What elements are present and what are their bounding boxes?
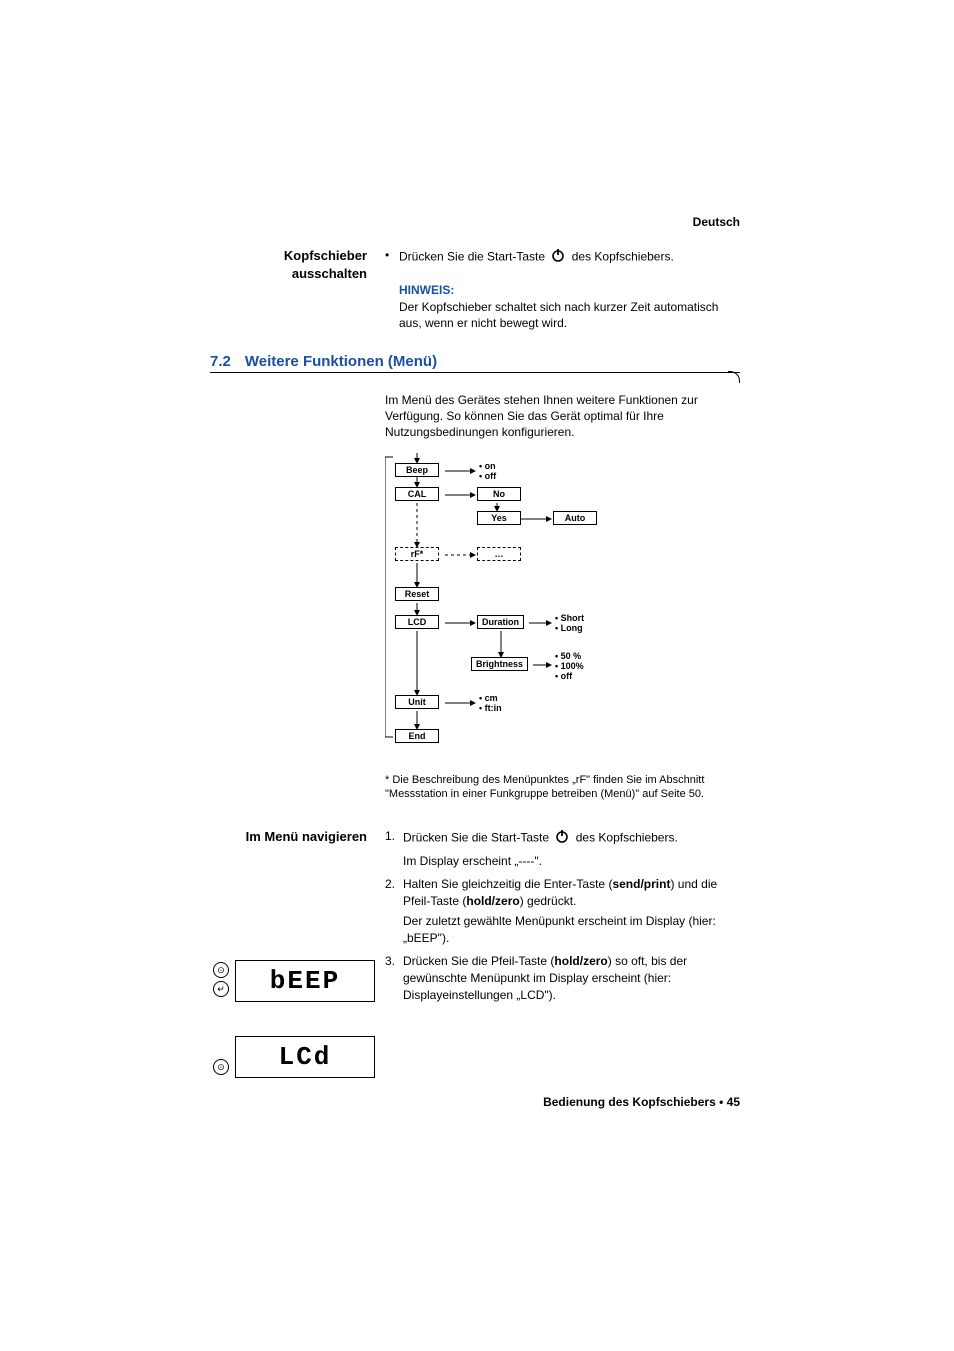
- section-number: 7.2: [210, 353, 231, 370]
- note-heading: HINWEIS:: [399, 282, 740, 299]
- bullet-icon: •: [385, 247, 399, 268]
- node-reset: Reset: [395, 587, 439, 601]
- diagram-footnote: * Die Beschreibung des Menüpunktes „rF" …: [385, 773, 715, 803]
- body-nav: 1. Drücken Sie die Start-Taste des Kopfs…: [385, 828, 740, 1009]
- page-footer: Bedienung des Kopfschiebers • 45: [210, 1095, 740, 1109]
- step1-sub: Im Display erscheint „----".: [403, 853, 740, 870]
- node-unit: Unit: [395, 695, 439, 709]
- node-auto: Auto: [553, 511, 597, 525]
- body-kopfschieber: • Drücken Sie die Start-Taste des Kopfsc…: [385, 247, 740, 331]
- section-heading: Weitere Funktionen (Menü): [245, 353, 437, 370]
- node-yes: Yes: [477, 511, 521, 525]
- sidehead-kopfschieber: Kopfschieber ausschalten: [210, 247, 385, 331]
- opt-beep: • on • off: [479, 461, 496, 482]
- lcd-display-beep: ⊙ ↵ bEEP: [213, 960, 375, 1002]
- step1-pre: Drücken Sie die Start-Taste: [403, 831, 549, 845]
- button-icon: ⊙: [213, 1059, 229, 1075]
- node-brightness: Brightness: [471, 657, 528, 671]
- node-lcd: LCD: [395, 615, 439, 629]
- opt-unit: • cm • ft:in: [479, 693, 502, 714]
- power-icon: [554, 828, 570, 849]
- enter-icon: ↵: [213, 981, 229, 997]
- language-label: Deutsch: [210, 215, 740, 229]
- menu-diagram: Beep • on • off CAL No Yes Auto rF* … Re…: [385, 453, 740, 763]
- section-title: 7.2 Weitere Funktionen (Menü): [210, 353, 740, 370]
- lcd-text-lcd: LCd: [235, 1036, 375, 1078]
- node-rf: rF*: [395, 547, 439, 561]
- step-num-1: 1.: [385, 828, 403, 870]
- section-kopfschieber: Kopfschieber ausschalten • Drücken Sie d…: [210, 247, 740, 331]
- step-num-3: 3.: [385, 953, 403, 1003]
- note-body: Der Kopfschieber schaltet sich nach kurz…: [399, 299, 740, 331]
- step1-post: des Kopfschiebers.: [576, 831, 678, 845]
- page-content: Deutsch Kopfschieber ausschalten • Drück…: [210, 215, 740, 1009]
- button-icon: ⊙: [213, 962, 229, 978]
- lcd-text-beep: bEEP: [235, 960, 375, 1002]
- power-icon: [550, 247, 566, 268]
- node-no: No: [477, 487, 521, 501]
- bullet-text-post: des Kopfschiebers.: [572, 250, 674, 264]
- step-num-2: 2.: [385, 876, 403, 947]
- intro-paragraph: Im Menü des Gerätes stehen Ihnen weitere…: [385, 392, 725, 441]
- node-beep: Beep: [395, 463, 439, 477]
- bullet-text-pre: Drücken Sie die Start-Taste: [399, 250, 545, 264]
- node-duration: Duration: [477, 615, 524, 629]
- node-end: End: [395, 729, 439, 743]
- section-rule: [210, 372, 740, 382]
- node-cal: CAL: [395, 487, 439, 501]
- lcd-display-lcd: ⊙ LCd: [213, 1036, 375, 1078]
- node-rf-dots: …: [477, 547, 521, 561]
- step2-sub: Der zuletzt gewählte Menüpunkt erscheint…: [403, 913, 740, 947]
- opt-duration: • Short • Long: [555, 613, 584, 634]
- opt-brightness: • 50 % • 100% • off: [555, 651, 584, 682]
